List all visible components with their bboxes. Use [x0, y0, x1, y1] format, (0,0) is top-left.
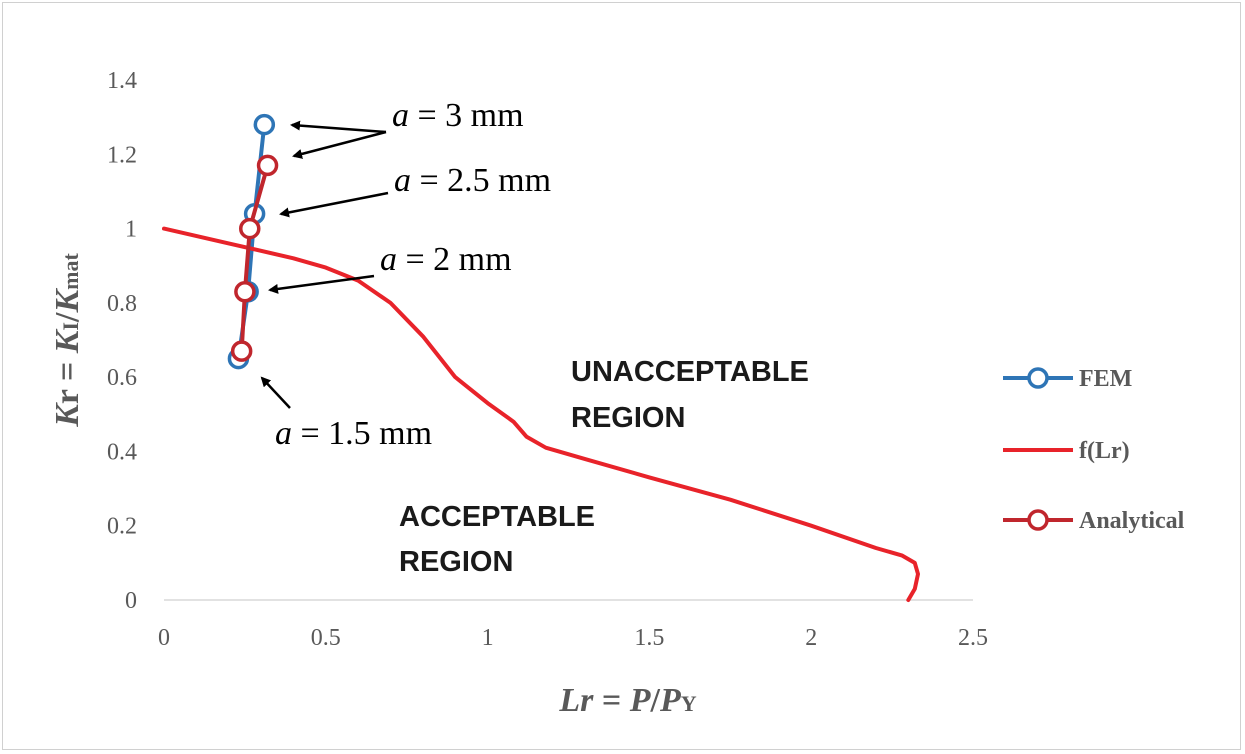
x-tick-label: 2.5 [958, 625, 988, 651]
y-tick-label: 0.4 [107, 439, 137, 465]
y-tick-label: 1 [125, 217, 137, 243]
data-point-analytical [234, 280, 256, 303]
unacceptable-region-label-line1: UNACCEPTABLE [571, 356, 809, 388]
arrow-2-5mm [279, 191, 389, 218]
acceptable-region-label-line1: ACCEPTABLE [399, 501, 595, 533]
arrow-2mm [268, 274, 375, 294]
legend-item-fem: FEM [1003, 366, 1132, 392]
series-fem [227, 113, 276, 370]
legend-label-fem: FEM [1079, 366, 1132, 392]
arrow-3mm-fem [290, 120, 387, 134]
legend: FEM f(Lr) Analytical [1003, 366, 1185, 534]
arrow-1-5mm [260, 376, 291, 409]
series-analytical [230, 154, 279, 362]
annotation-a-3mm: a = 3 mm [392, 97, 524, 134]
unacceptable-region-label-line2: REGION [571, 402, 685, 434]
y-tick-label: 1.2 [107, 142, 137, 168]
annotation-arrows [260, 120, 389, 409]
y-tick-label: 0.6 [107, 365, 137, 391]
x-tick-labels: 0 0.5 1 1.5 2 2.5 [158, 625, 988, 651]
y-tick-label: 0.2 [107, 514, 137, 540]
y-tick-label: 0 [125, 588, 137, 614]
legend-label-f-lr: f(Lr) [1079, 438, 1130, 464]
y-axis-title: Kr = KI/Kmat [49, 253, 86, 428]
annotation-a-2mm: a = 2 mm [380, 241, 512, 278]
legend-label-analytical: Analytical [1079, 508, 1185, 534]
plot-area [162, 113, 920, 602]
legend-item-analytical: Analytical [1003, 508, 1185, 534]
acceptable-region-label-line2: REGION [399, 546, 513, 578]
series-line-analytical [239, 163, 270, 354]
data-point-analytical [239, 217, 261, 240]
legend-marker-fem [1027, 367, 1049, 389]
data-point-fem [253, 113, 276, 136]
y-tick-labels: 0 0.2 0.4 0.6 0.8 1 1.2 1.4 [107, 68, 137, 614]
x-tick-label: 0.5 [311, 625, 341, 651]
y-tick-label: 1.4 [107, 68, 137, 94]
legend-marker-analytical [1027, 509, 1049, 531]
x-tick-label: 0 [158, 625, 170, 651]
series-line-f-lr [162, 226, 920, 602]
x-tick-label: 2 [805, 625, 817, 651]
x-axis-title: Lr = P/PY [558, 682, 696, 719]
annotation-a-2-5mm: a = 2.5 mm [394, 162, 551, 199]
data-point-analytical [230, 340, 253, 362]
y-tick-label: 0.8 [107, 291, 137, 317]
x-tick-label: 1.5 [634, 625, 664, 651]
x-tick-label: 1 [482, 625, 494, 651]
annotation-a-1-5mm: a = 1.5 mm [275, 415, 432, 452]
legend-item-f-lr: f(Lr) [1003, 438, 1130, 464]
arrow-3mm-analytical [292, 130, 387, 159]
data-point-analytical [256, 154, 279, 177]
series-f-lr [162, 226, 920, 602]
